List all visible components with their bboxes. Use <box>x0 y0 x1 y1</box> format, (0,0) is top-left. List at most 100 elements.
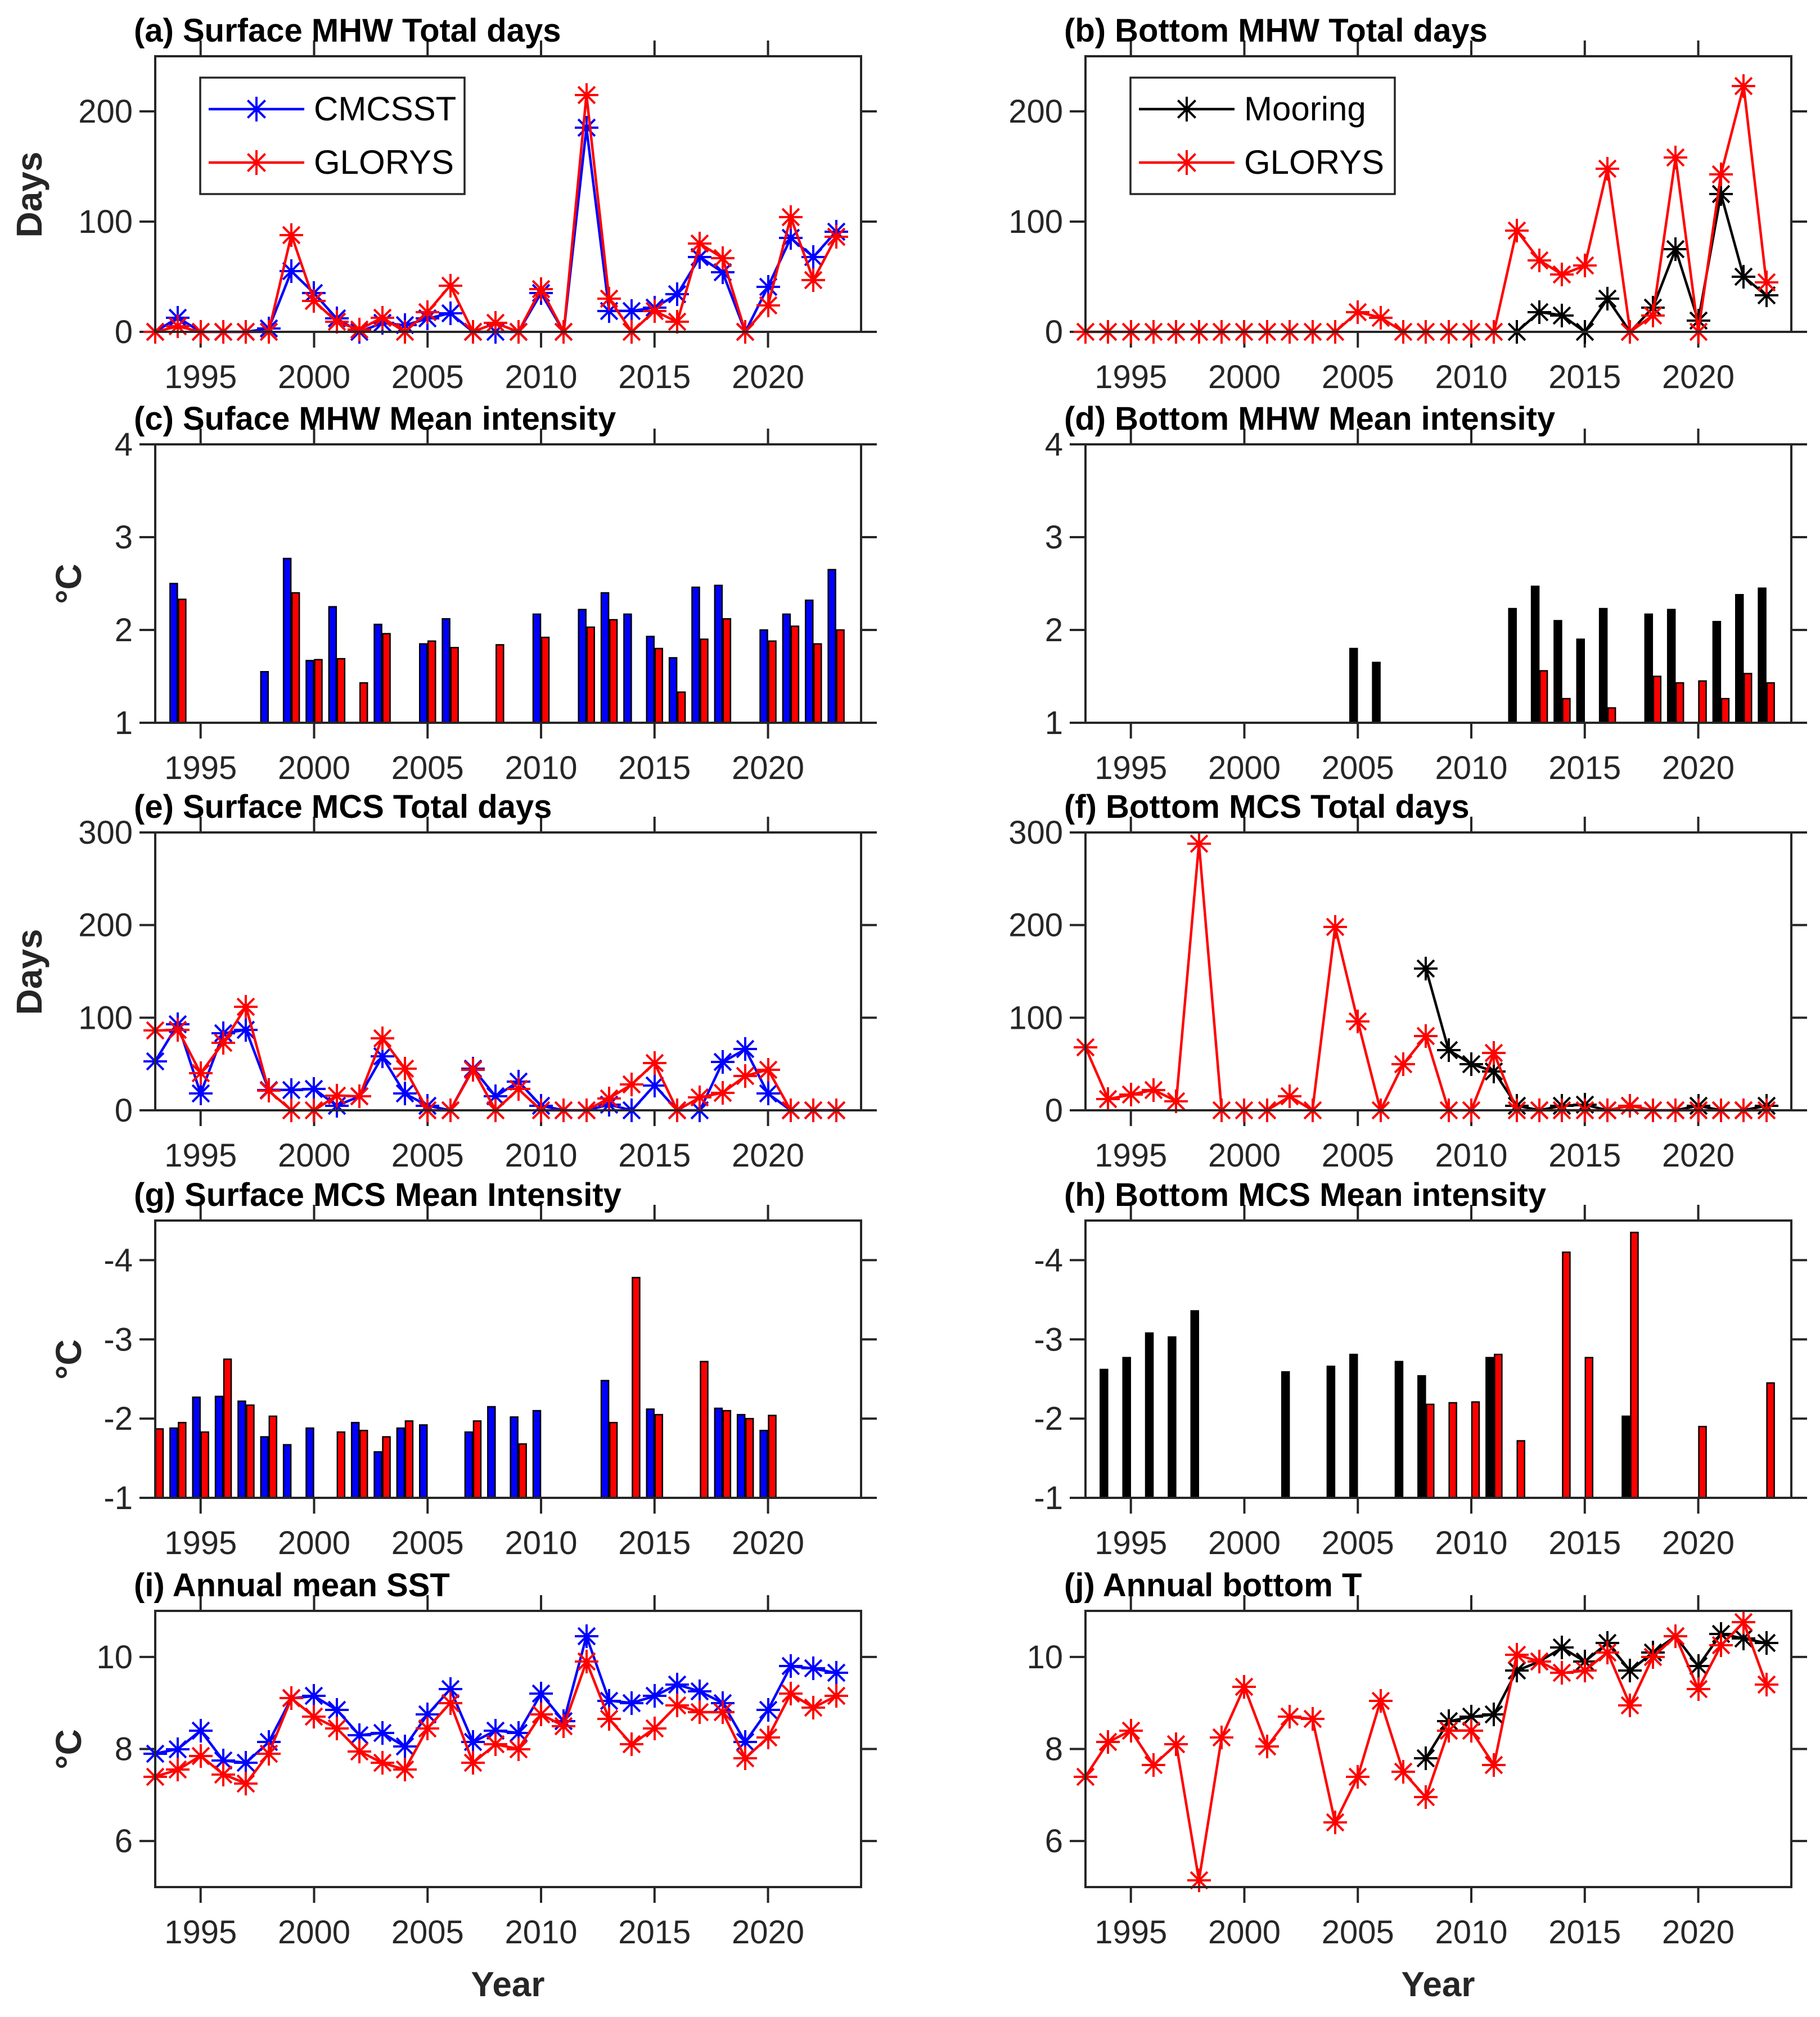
svg-text:200: 200 <box>78 93 133 130</box>
panel-g-plot: 1995 2000 2005 2010 2015 2020 -1 -2 -3 -4 <box>103 1205 877 1561</box>
panel-i-title: (i) Annual mean SST <box>134 1567 450 1604</box>
svg-text:2010: 2010 <box>504 359 577 395</box>
svg-text:2020: 2020 <box>732 1914 804 1951</box>
svg-text:2005: 2005 <box>391 359 464 395</box>
svg-text:8: 8 <box>115 1731 133 1768</box>
svg-text:1995: 1995 <box>164 750 237 786</box>
svg-text:CMCSST: CMCSST <box>314 90 456 128</box>
svg-text:1: 1 <box>1045 705 1063 741</box>
svg-text:200: 200 <box>1008 907 1063 944</box>
svg-text:3: 3 <box>1045 519 1063 556</box>
svg-text:200: 200 <box>78 907 133 944</box>
panel-d-title: (d) Bottom MHW Mean intensity <box>1064 400 1556 437</box>
svg-text:1: 1 <box>115 705 133 741</box>
svg-text:1995: 1995 <box>1094 750 1167 786</box>
panel-e-title: (e) Surface MCS Total days <box>134 789 552 825</box>
svg-text:GLORYS: GLORYS <box>1244 143 1384 181</box>
svg-text:2010: 2010 <box>504 1137 577 1174</box>
svg-text:0: 0 <box>115 314 133 350</box>
svg-text:10: 10 <box>96 1639 133 1676</box>
panel-i-xlabel: Year <box>471 1965 545 2004</box>
svg-text:1995: 1995 <box>1094 1525 1167 1561</box>
svg-text:6: 6 <box>115 1823 133 1860</box>
svg-text:2015: 2015 <box>618 359 691 395</box>
svg-text:2020: 2020 <box>732 750 804 786</box>
panel-b-legend: Mooring GLORYS <box>1129 76 1396 195</box>
panel-a-plot: 1995 2000 2005 2010 2015 2020 0 100 200 CMCSST GLO… <box>78 40 877 395</box>
svg-text:2005: 2005 <box>391 750 464 786</box>
svg-text:1995: 1995 <box>164 1914 237 1951</box>
svg-text:2000: 2000 <box>278 1914 350 1951</box>
panel-f-title: (f) Bottom MCS Total days <box>1064 789 1470 825</box>
svg-text:2005: 2005 <box>391 1525 464 1561</box>
panel-c-ylabel: °C <box>48 564 89 604</box>
svg-text:2015: 2015 <box>618 1914 691 1951</box>
svg-text:0: 0 <box>1045 314 1063 350</box>
svg-text:4: 4 <box>115 426 133 463</box>
svg-text:0: 0 <box>1045 1092 1063 1129</box>
panel-c-title: (c) Suface MHW Mean intensity <box>134 400 616 437</box>
svg-text:300: 300 <box>78 814 133 851</box>
svg-text:2010: 2010 <box>504 1525 577 1561</box>
svg-text:2010: 2010 <box>1435 1137 1507 1174</box>
svg-text:200: 200 <box>1008 93 1063 130</box>
svg-text:2020: 2020 <box>1662 750 1735 786</box>
svg-text:1995: 1995 <box>1094 1914 1167 1951</box>
svg-text:1995: 1995 <box>164 1525 237 1561</box>
svg-text:-2: -2 <box>1034 1401 1063 1437</box>
panel-d-plot: 1995 2000 2005 2010 2015 2020 1 2 3 4 <box>1045 426 1807 786</box>
svg-text:1995: 1995 <box>164 1137 237 1174</box>
panel-h-title: (h) Bottom MCS Mean intensity <box>1064 1177 1547 1213</box>
svg-text:2015: 2015 <box>1548 1525 1621 1561</box>
svg-text:2010: 2010 <box>1435 359 1507 395</box>
svg-text:2015: 2015 <box>618 1525 691 1561</box>
svg-text:8: 8 <box>1045 1731 1063 1768</box>
svg-text:2015: 2015 <box>618 750 691 786</box>
svg-text:2005: 2005 <box>1322 359 1394 395</box>
panel-e-ylabel: Days <box>9 929 49 1015</box>
panel-b-plot: 1995 2000 2005 2010 2015 2020 0 100 200 Mooring GL… <box>1008 40 1807 395</box>
svg-text:2005: 2005 <box>391 1914 464 1951</box>
svg-text:3: 3 <box>115 519 133 556</box>
svg-text:2000: 2000 <box>1208 1137 1281 1174</box>
svg-text:2010: 2010 <box>1435 1525 1507 1561</box>
svg-text:0: 0 <box>115 1092 133 1129</box>
svg-text:2000: 2000 <box>278 1137 350 1174</box>
svg-text:2005: 2005 <box>1322 750 1394 786</box>
svg-text:4: 4 <box>1045 426 1063 463</box>
svg-text:2000: 2000 <box>1208 750 1281 786</box>
svg-text:2000: 2000 <box>278 1525 350 1561</box>
panel-j-title: (j) Annual bottom T <box>1064 1567 1362 1604</box>
svg-text:GLORYS: GLORYS <box>314 143 454 181</box>
svg-text:-3: -3 <box>1034 1321 1063 1358</box>
svg-text:-2: -2 <box>103 1401 133 1437</box>
svg-text:2005: 2005 <box>1322 1525 1394 1561</box>
panel-j-xlabel: Year <box>1401 1965 1475 2004</box>
svg-text:2005: 2005 <box>1322 1914 1394 1951</box>
svg-text:100: 100 <box>1008 204 1063 240</box>
svg-text:2020: 2020 <box>1662 1914 1735 1951</box>
svg-text:300: 300 <box>1008 814 1063 851</box>
panel-i-ylabel: °C <box>48 1729 89 1770</box>
svg-text:2020: 2020 <box>1662 1525 1735 1561</box>
panel-a-ylabel: Days <box>9 151 49 238</box>
svg-text:2015: 2015 <box>1548 359 1621 395</box>
panel-j-plot: 1995 2000 2005 2010 2015 2020 6 8 10 <box>1026 1595 1807 1951</box>
panel-a-title: (a) Surface MHW Total days <box>134 12 561 49</box>
svg-text:2000: 2000 <box>1208 359 1281 395</box>
panel-c-plot: 1995 2000 2005 2010 2015 2020 1 2 3 4 <box>115 426 877 786</box>
svg-text:-4: -4 <box>103 1242 133 1278</box>
panel-g-ylabel: °C <box>48 1339 89 1380</box>
svg-text:2000: 2000 <box>1208 1914 1281 1951</box>
svg-text:2015: 2015 <box>618 1137 691 1174</box>
svg-text:2010: 2010 <box>504 1914 577 1951</box>
svg-text:10: 10 <box>1026 1639 1063 1676</box>
svg-text:2020: 2020 <box>1662 359 1735 395</box>
panel-b-title: (b) Bottom MHW Total days <box>1064 12 1488 49</box>
svg-text:2010: 2010 <box>1435 750 1507 786</box>
svg-text:2010: 2010 <box>1435 1914 1507 1951</box>
panel-h-plot: 1995 2000 2005 2010 2015 2020 -1 -2 -3 -4 <box>1034 1205 1807 1561</box>
svg-text:-4: -4 <box>1034 1242 1063 1278</box>
